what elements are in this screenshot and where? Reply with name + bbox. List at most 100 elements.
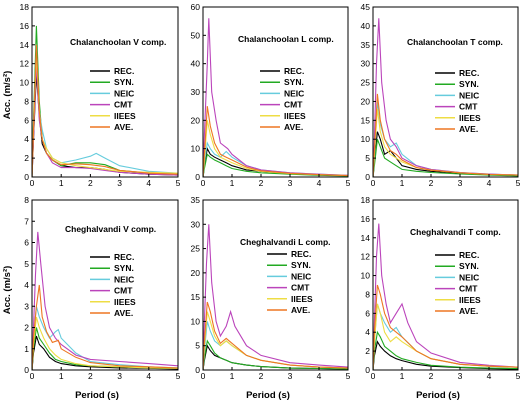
- legend-label: CMT: [291, 283, 310, 293]
- y-tick-label: 5: [24, 259, 29, 269]
- x-tick-label: 2: [88, 178, 93, 188]
- legend-label: REC.: [291, 249, 311, 259]
- x-tick-label: 5: [516, 371, 520, 381]
- y-tick-label: 50: [191, 30, 201, 40]
- y-tick-label: 14: [361, 233, 371, 243]
- y-tick-label: 0: [195, 365, 200, 375]
- y-tick-label: 6: [24, 238, 29, 248]
- y-tick-label: 30: [191, 87, 201, 97]
- legend-label: SYN.: [284, 77, 304, 87]
- y-tick-label: 6: [24, 115, 29, 125]
- legend-label: AVE.: [114, 308, 133, 318]
- series-line-cmt: [203, 224, 348, 370]
- legend-label: IIEES: [459, 113, 481, 123]
- series-line-neic: [373, 101, 518, 177]
- legend-label: NEIC: [459, 272, 479, 282]
- y-tick-label: 40: [361, 21, 371, 31]
- x-tick-label: 1: [230, 371, 235, 381]
- legend-label: SYN.: [459, 261, 479, 271]
- y-tick-label: 0: [365, 172, 370, 182]
- y-tick-label: 2: [24, 323, 29, 333]
- x-tick-label: 5: [176, 371, 181, 381]
- x-tick-label: 3: [288, 371, 293, 381]
- series-line-neic: [373, 303, 518, 370]
- y-tick-label: 30: [361, 59, 371, 69]
- y-tick-label: 7: [24, 216, 29, 226]
- x-tick-label: 5: [346, 178, 351, 188]
- legend-label: AVE.: [291, 305, 310, 315]
- y-tick-label: 4: [24, 280, 29, 290]
- series-group: [373, 18, 518, 177]
- legend-label: NEIC: [114, 88, 134, 98]
- legend-label: IIEES: [291, 294, 313, 304]
- series-line-syn: [32, 25, 178, 177]
- y-tick-label: 3: [24, 301, 29, 311]
- x-tick-label: 4: [317, 371, 322, 381]
- series-group: [373, 223, 518, 370]
- legend-label: AVE.: [459, 306, 478, 316]
- x-tick-label: 3: [458, 178, 463, 188]
- x-tick-label: 0: [201, 178, 206, 188]
- series-line-ave: [373, 284, 518, 370]
- y-tick-label: 14: [20, 40, 30, 50]
- x-tick-label: 5: [516, 178, 520, 188]
- plot-frame: [372, 199, 519, 371]
- y-tick-label: 12: [20, 59, 30, 69]
- chart-panel-4: 0 1 2 3 4 5 0 1 2 3 4 5 6 7 8 Cheghalvandi V comp. REC.S…: [24, 195, 180, 381]
- series-line-ave: [32, 44, 178, 177]
- y-tick-label: 5: [195, 341, 200, 351]
- panel-title: Chalanchoolan L comp.: [238, 34, 334, 44]
- legend-label: REC.: [114, 66, 134, 76]
- series-line-iiees: [32, 316, 178, 370]
- x-tick-label: 4: [146, 371, 151, 381]
- series-line-ave: [373, 93, 518, 177]
- y-tick-label: 2: [24, 153, 29, 163]
- legend-label: IIEES: [114, 297, 136, 307]
- series-line-rec: [373, 131, 518, 177]
- plot-frame: [31, 6, 179, 178]
- x-tick-label: 4: [487, 178, 492, 188]
- x-tick-label: 3: [117, 178, 122, 188]
- legend-label: REC.: [114, 252, 134, 262]
- y-tick-label: 60: [191, 2, 201, 12]
- x-tick-label: 5: [176, 178, 181, 188]
- legend-label: NEIC: [114, 274, 134, 284]
- y-tick-label: 8: [24, 195, 29, 205]
- legend-label: SYN.: [114, 263, 134, 273]
- y-tick-label: 6: [365, 308, 370, 318]
- legend-label: AVE.: [459, 124, 478, 134]
- y-axis-label-top: Acc. (m/s²): [2, 71, 13, 120]
- y-tick-label: 20: [361, 96, 371, 106]
- x-tick-label: 1: [59, 371, 64, 381]
- series-line-neic: [32, 306, 178, 370]
- legend-label: REC.: [459, 250, 479, 260]
- plot-frame: [372, 6, 519, 178]
- panel-title: Cheghalvandi L comp.: [240, 237, 331, 247]
- x-tick-label: 4: [146, 178, 151, 188]
- y-tick-label: 8: [24, 96, 29, 106]
- y-tick-label: 25: [191, 244, 201, 254]
- y-tick-label: 10: [361, 134, 371, 144]
- series-line-cmt: [32, 63, 178, 177]
- legend-label: CMT: [114, 100, 133, 110]
- legend-label: AVE.: [284, 122, 303, 132]
- y-tick-label: 15: [361, 115, 371, 125]
- y-tick-label: 4: [365, 327, 370, 337]
- y-tick-label: 12: [361, 252, 371, 262]
- y-tick-label: 35: [191, 195, 201, 205]
- x-tick-label: 2: [429, 371, 434, 381]
- legend-label: CMT: [284, 100, 303, 110]
- y-tick-label: 10: [20, 78, 30, 88]
- plot-frame: [202, 6, 349, 178]
- y-axis-label-bottom: Acc. (m/s²): [2, 266, 13, 315]
- x-tick-label: 1: [400, 178, 405, 188]
- x-tick-label: 0: [371, 371, 376, 381]
- x-tick-label: 0: [30, 371, 35, 381]
- y-tick-label: 18: [361, 195, 371, 205]
- series-line-cmt: [373, 223, 518, 370]
- y-tick-label: 18: [20, 2, 30, 12]
- series-line-iiees: [203, 311, 348, 370]
- y-tick-label: 35: [361, 40, 371, 50]
- x-tick-label: 0: [371, 178, 376, 188]
